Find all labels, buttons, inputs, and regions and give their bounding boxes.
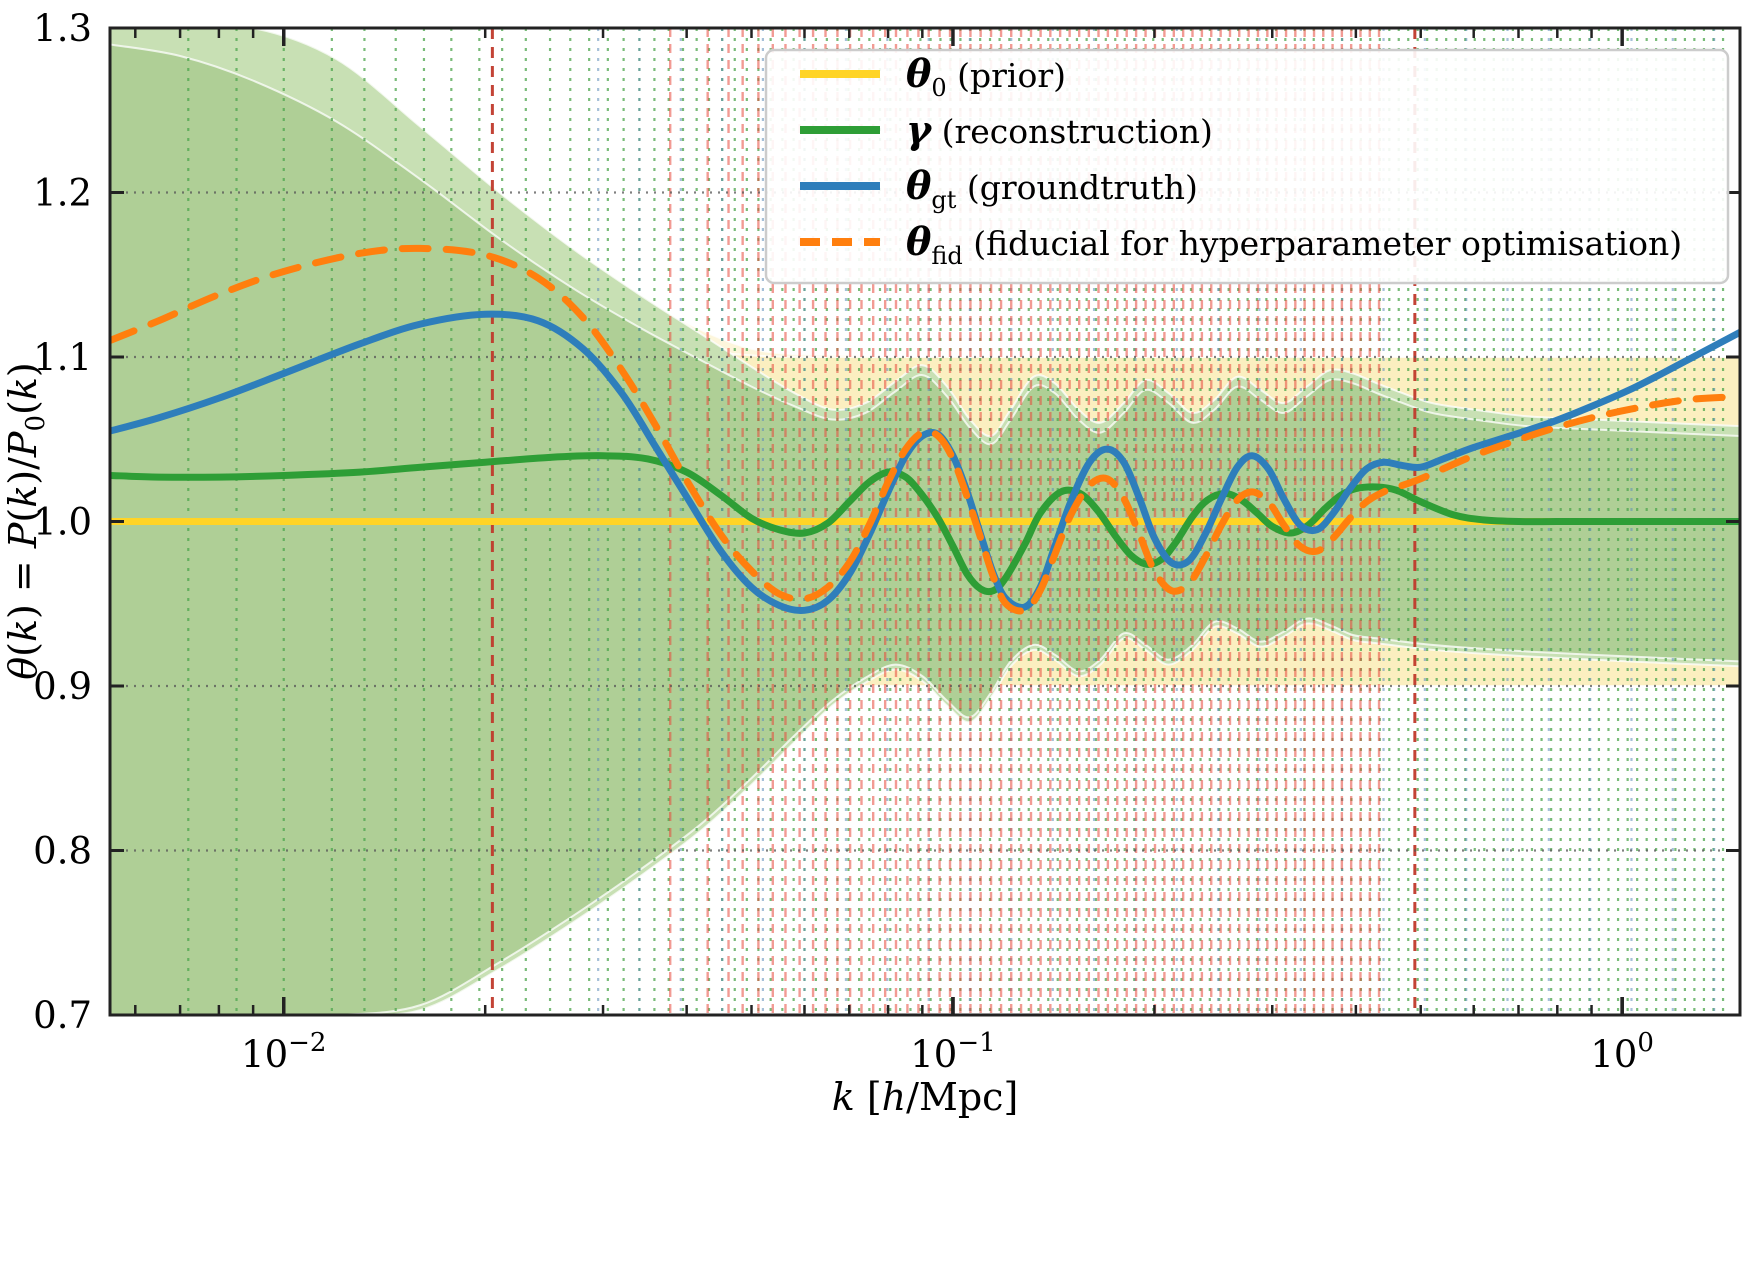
y-axis-title: θ(k) = P(k)/P0(k) <box>1 362 51 679</box>
x-tick-label: 100 <box>1590 1028 1654 1076</box>
y-tick-label: 1.2 <box>33 172 92 215</box>
svg-text:k [h/Mpc]: k [h/Mpc] <box>832 1075 1019 1119</box>
legend-box <box>764 48 1730 285</box>
y-tick-label: 0.7 <box>33 994 92 1037</box>
x-axis-title: k [h/Mpc] <box>832 1075 1019 1119</box>
curve-reconstruction <box>110 452 1740 596</box>
legend-label-3: θfid (fiducial for hyperparameter optimi… <box>906 219 1682 270</box>
legend-label-1: γ (reconstruction) <box>906 107 1213 152</box>
data-curves <box>110 244 1740 615</box>
x-axis-minor-ticks <box>134 28 1624 1015</box>
y-tick-label: 1.0 <box>33 501 92 544</box>
y-tick-label: 1.1 <box>33 336 92 379</box>
y-tick-label: 0.8 <box>33 830 92 873</box>
curve-fiducial <box>110 244 1740 615</box>
y-tick-label: 1.3 <box>33 7 92 50</box>
chart-legend[interactable]: θ0 (prior) γ (reconstruction) θgt (groundt… <box>764 48 1730 285</box>
x-tick-label: 10−2 <box>241 1028 326 1076</box>
legend-label-2: θgt (groundtruth) <box>906 163 1198 214</box>
y-tick-label: 0.9 <box>33 665 92 708</box>
x-tick-label: 10−1 <box>910 1028 995 1076</box>
legend-label-0: θ0 (prior) <box>906 51 1066 102</box>
x-axis-ticks: 10−2 10−1 100 <box>241 997 1654 1076</box>
y-axis-ticks: 0.7 0.8 0.9 1.0 1.1 1.2 1.3 <box>33 7 1740 1037</box>
svg-text:θ(k) = P(k)/P0(k): θ(k) = P(k)/P0(k) <box>1 362 51 679</box>
